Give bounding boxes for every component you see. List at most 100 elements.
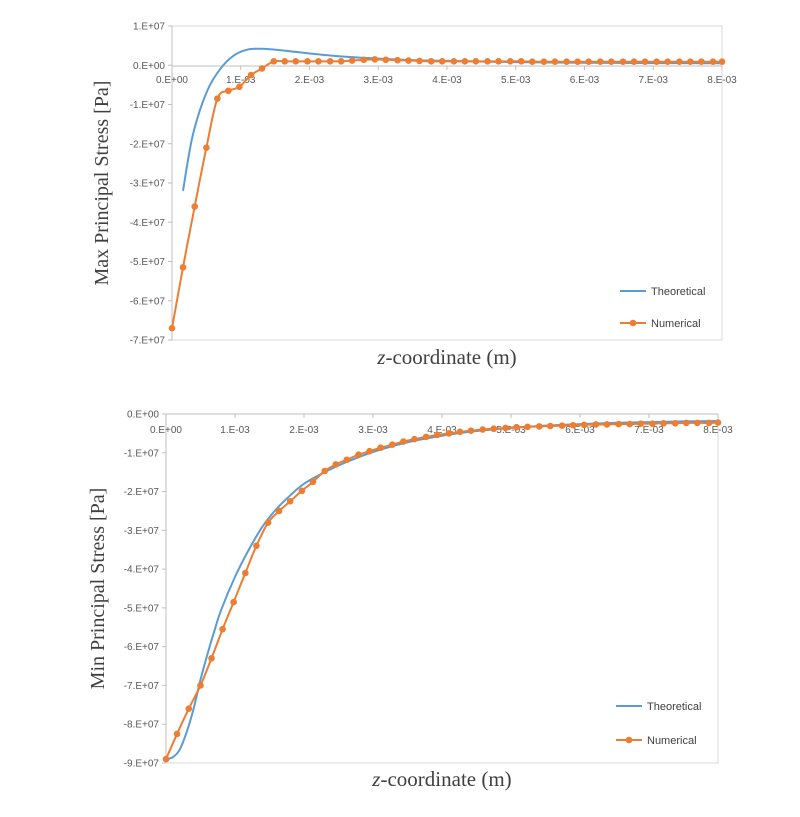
numerical-data-point [281, 58, 289, 65]
numerical-data-point [490, 425, 498, 433]
y-tick-label: -1.E+07 [124, 448, 160, 459]
numerical-data-point [355, 451, 362, 459]
y-tick-label: 1.E+07 [133, 22, 165, 33]
numerical-data-point [506, 58, 514, 65]
numerical-data-point [321, 467, 329, 475]
numerical-data-point [173, 730, 181, 738]
numerical-data-point [694, 419, 701, 427]
numerical-data-point [718, 58, 726, 66]
numerical-data-point [603, 421, 611, 428]
numerical-data-point [264, 519, 272, 526]
x-tick-label: 0.E+00 [156, 75, 188, 86]
x-axis-title: z-coordinate (m) [376, 345, 516, 369]
numerical-data-point [326, 58, 334, 65]
numerical-data-point [389, 441, 396, 448]
numerical-series-line [171, 58, 722, 329]
y-tick-label: -2.E+07 [130, 139, 166, 150]
x-tick-label: 5.E-03 [501, 75, 531, 86]
legend-theoretical-label: Theoretical [651, 286, 705, 298]
max-principal-stress-chart: 1.E+07 0.E+00 -1.E+07 -2.E+07 -3.E+07 -4.E+07… [91, 22, 737, 370]
numerical-data-point [253, 542, 260, 550]
numerical-data-point [608, 58, 615, 66]
numerical-data-point [502, 424, 509, 432]
numerical-series-line [165, 421, 719, 760]
numerical-data-point [309, 478, 317, 486]
y-tick-label: -6.E+07 [124, 642, 160, 653]
numerical-data-point [360, 56, 368, 64]
numerical-data-point [427, 58, 435, 65]
numerical-data-point [332, 461, 340, 468]
plot-area [165, 413, 719, 764]
y-tick-label: -5.E+07 [124, 603, 160, 614]
numerical-data-point [551, 58, 559, 66]
numerical-data-point [641, 58, 649, 66]
legend-numerical-label: Numerical [651, 318, 701, 330]
numerical-data-point [472, 58, 480, 65]
x-tick-label: 4.E-03 [432, 75, 462, 86]
legend-theoretical-label: Theoretical [647, 701, 701, 713]
y-tick-label: -3.E+07 [124, 526, 160, 537]
numerical-data-point [343, 456, 351, 464]
numerical-data-point [286, 497, 294, 505]
x-axis-title-text: -coordinate (m) [385, 345, 516, 369]
numerical-data-point [191, 203, 198, 210]
numerical-data-point [495, 58, 502, 65]
legend: Theoretical Numerical [620, 286, 705, 330]
numerical-data-point [337, 58, 345, 65]
numerical-data-point [660, 420, 667, 427]
numerical-data-point [230, 598, 237, 606]
numerical-data-point [524, 423, 531, 431]
legend-numerical-marker [625, 736, 633, 744]
numerical-data-point [394, 56, 401, 64]
y-tick-label: 0.E+00 [133, 61, 165, 72]
x-tick-label: 2.E-03 [295, 75, 325, 86]
x-tick-label: 8.E-03 [707, 75, 737, 86]
y-tick-label: -2.E+07 [124, 487, 160, 498]
numerical-data-point [580, 421, 588, 429]
numerical-data-point [433, 431, 441, 439]
numerical-data-point [619, 58, 627, 66]
numerical-data-point [597, 58, 604, 66]
numerical-data-point [676, 58, 683, 66]
y-tick-label: -1.E+07 [130, 100, 166, 111]
numerical-data-point [698, 58, 705, 66]
numerical-data-point [348, 57, 356, 64]
y-tick-label: -7.E+07 [130, 336, 166, 347]
y-axis-title: Max Principal Stress [Pa] [91, 81, 113, 286]
numerical-data-point [664, 58, 671, 66]
numerical-data-point [479, 426, 487, 433]
numerical-data-point [653, 58, 660, 66]
numerical-data-point [467, 427, 475, 434]
numerical-data-point [298, 487, 306, 495]
numerical-data-point [438, 58, 446, 65]
legend-numerical-marker [629, 319, 637, 327]
numerical-data-point [236, 83, 243, 91]
numerical-data-point [687, 58, 694, 66]
x-tick-label: 1.E-03 [220, 425, 250, 436]
x-axis-title: z-coordinate (m) [371, 767, 511, 791]
x-tick-label: 1.E-03 [226, 75, 256, 86]
numerical-data-point [569, 421, 577, 429]
numerical-data-point [649, 420, 656, 427]
x-tick-label: 4.E-03 [427, 425, 457, 436]
numerical-data-point [615, 420, 622, 428]
numerical-data-point [179, 264, 187, 271]
numerical-data-point [671, 420, 679, 427]
x-tick-label: 2.E-03 [289, 425, 319, 436]
numerical-data-point [292, 58, 300, 65]
numerical-data-point [377, 444, 384, 452]
numerical-data-point [563, 58, 570, 66]
numerical-data-point [682, 419, 690, 427]
numerical-data-point [592, 421, 600, 428]
numerical-data-point [219, 625, 226, 633]
numerical-data-point [162, 755, 170, 763]
theoretical-series-line [165, 419, 719, 761]
numerical-data-point [445, 430, 453, 437]
numerical-data-point [225, 87, 232, 95]
numerical-data-point [558, 422, 566, 429]
numerical-data-point [535, 423, 543, 430]
x-tick-label: 3.E-03 [364, 75, 394, 86]
legend: Theoretical Numerical [616, 701, 701, 747]
numerical-data-point [411, 435, 418, 443]
